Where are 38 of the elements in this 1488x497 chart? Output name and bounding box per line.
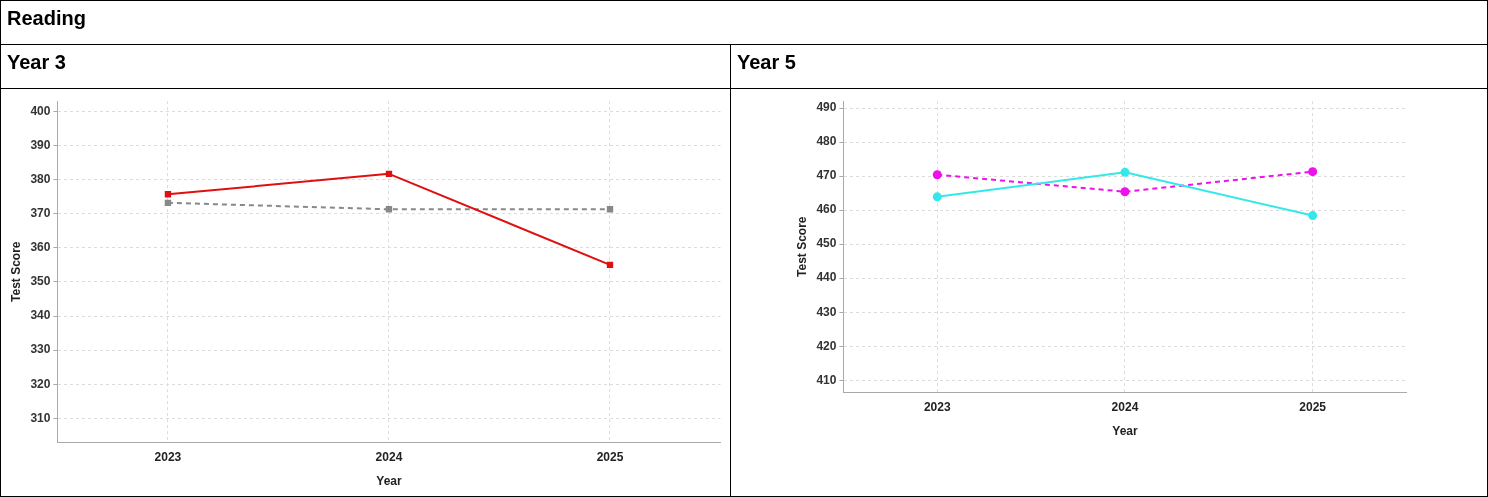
y-axis-title: Test Score [794,216,809,277]
x-tick-label: 2024 [375,449,403,464]
chart-title: Year 5 [736,50,797,75]
x-tick-label: 2023 [154,449,182,464]
y-tick-label: 380 [30,171,51,186]
point [1308,211,1318,221]
x-tick-label: 2023 [923,399,951,414]
y-axis-title: Test Score [8,241,23,302]
y-tick-label: 410 [816,372,837,387]
y-tick-label: 460 [816,202,837,217]
x-axis-title: Year [1112,424,1138,439]
y-tick-label: 430 [816,304,837,319]
y-tick-label: 310 [30,410,51,425]
y-tick-label: 450 [816,236,837,251]
x-tick-label: 2024 [1111,399,1139,414]
point [932,170,942,180]
y-tick-label: 360 [30,240,51,255]
y-tick-label: 480 [816,134,837,149]
x-tick-label: 2025 [1299,399,1327,414]
point [1120,187,1130,197]
y-tick-label: 440 [816,270,837,285]
y-tick-label: 390 [30,137,51,152]
y-tick-label: 340 [30,308,51,323]
y-tick-label: 420 [816,338,837,353]
x-tick-label: 2025 [596,449,624,464]
x-axis-title: Year [376,474,402,489]
point [1120,167,1130,177]
point [1308,167,1318,177]
point [932,192,942,202]
y-tick-label: 370 [30,206,51,221]
y-tick-label: 350 [30,274,51,289]
text: Reading [6,6,87,31]
y-tick-label: 490 [816,100,837,115]
chart-title: Year 3 [6,50,67,75]
y-tick-label: 400 [30,103,51,118]
y-tick-label: 320 [30,376,51,391]
y-tick-label: 470 [816,168,837,183]
y-tick-label: 330 [30,342,51,357]
